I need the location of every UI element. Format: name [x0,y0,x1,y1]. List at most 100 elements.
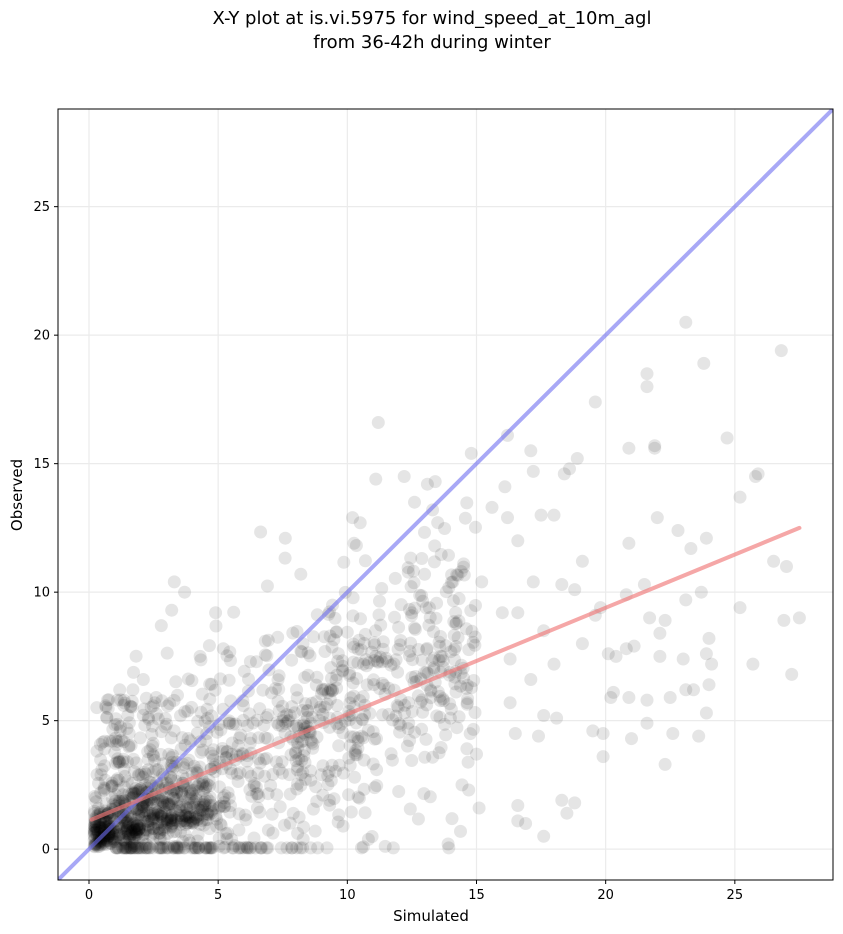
scatter-point [90,823,104,837]
scatter-point [158,796,171,810]
scatter-point [115,821,129,835]
scatter-point [127,837,141,850]
scatter-point [498,480,512,494]
scatter-point [214,723,228,737]
scatter-point [94,786,108,800]
scatter-point [130,827,144,841]
scatter-point [445,575,458,589]
scatter-point [178,828,192,842]
scatter-point [462,643,476,657]
scatter-point [146,806,160,820]
scatter-point [125,776,139,790]
scatter-point [141,806,155,820]
scatter-point [243,655,257,669]
scatter-point [404,636,418,650]
scatter-point [393,638,407,652]
scatter-point [388,571,402,585]
scatter-point [165,603,179,617]
scatter-point [200,792,214,805]
scatter-point [377,678,391,692]
scatter-point [446,575,460,589]
scatter-point [195,814,209,828]
scatter-point [684,542,698,555]
scatter-point [346,511,359,525]
scatter-point [258,634,272,648]
scatter-point [346,591,360,605]
scatter-point [148,753,161,767]
scatter-point [293,841,307,855]
scatter-point [266,767,280,781]
scatter-point [100,834,114,848]
scatter-point [444,702,458,716]
scatter-point [446,594,460,608]
scatter-point [692,729,706,743]
scatter-point [128,823,142,837]
scatter-point [155,841,169,855]
scatter-point [133,731,147,745]
scatter-point [192,808,206,822]
scatter-point [203,692,217,706]
scatter-point [442,548,455,562]
scatter-point [177,761,191,775]
scatter-point [401,561,415,575]
scatter-point [173,797,187,811]
scatter-point [95,763,109,776]
scatter-point [460,696,474,710]
scatter-point [201,841,215,855]
scatter-point [213,800,227,813]
scatter-point [405,705,419,718]
scatter-point [112,773,126,787]
scatter-point [342,751,356,765]
scatter-point [452,710,466,724]
scatter-point [122,740,136,754]
scatter-point [389,709,403,723]
scatter-point [130,819,144,833]
scatter-point [181,796,195,810]
scatter-point [193,735,207,749]
scatter-point [349,716,363,730]
scatter-point [253,702,267,716]
scatter-point [354,643,368,657]
scatter-point [188,841,202,855]
scatter-point [327,633,341,647]
scatter-point [87,804,101,818]
scatter-point [259,751,273,765]
scatter-point [601,647,615,661]
scatter-point [97,831,111,844]
scatter-point [205,709,218,723]
scatter-point [180,756,194,770]
scatter-point [173,815,187,829]
scatter-point [230,767,244,781]
scatter-point [637,578,651,591]
scatter-point [146,812,160,826]
scatter-point [357,782,371,796]
scatter-point [156,795,170,809]
scatter-point [227,605,241,619]
scatter-point [346,655,360,669]
scatter-point [290,625,304,638]
scatter-point [186,801,200,815]
scatter-point [182,833,196,847]
scatter-point [376,635,390,649]
scatter-point [699,706,713,720]
scatter-point [462,783,476,797]
scatter-point [449,685,463,699]
scatter-point [346,637,360,651]
scatter-point [176,835,190,849]
scatter-point [118,841,132,855]
scatter-point [298,755,312,769]
scatter-point [120,822,134,836]
scatter-point [132,822,146,836]
scatter-point [250,787,263,801]
scatter-point [131,841,145,855]
scatter-point [119,841,133,855]
scatter-point [154,810,168,823]
scatter-point [110,841,124,855]
scatter-point [258,648,272,662]
scatter-point [297,716,311,730]
scatter-point [247,777,261,790]
scatter-point [88,840,102,854]
scatter-point [98,782,112,796]
scatter-point [261,633,275,647]
scatter-point [188,795,201,809]
